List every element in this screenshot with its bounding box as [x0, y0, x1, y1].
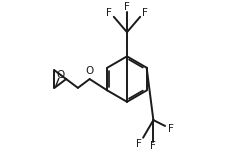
- Text: F: F: [135, 139, 141, 149]
- Text: F: F: [106, 8, 112, 18]
- Text: O: O: [56, 70, 64, 80]
- Text: F: F: [141, 8, 147, 18]
- Text: F: F: [124, 2, 129, 12]
- Text: F: F: [150, 142, 156, 152]
- Text: O: O: [85, 66, 93, 76]
- Text: F: F: [167, 124, 173, 134]
